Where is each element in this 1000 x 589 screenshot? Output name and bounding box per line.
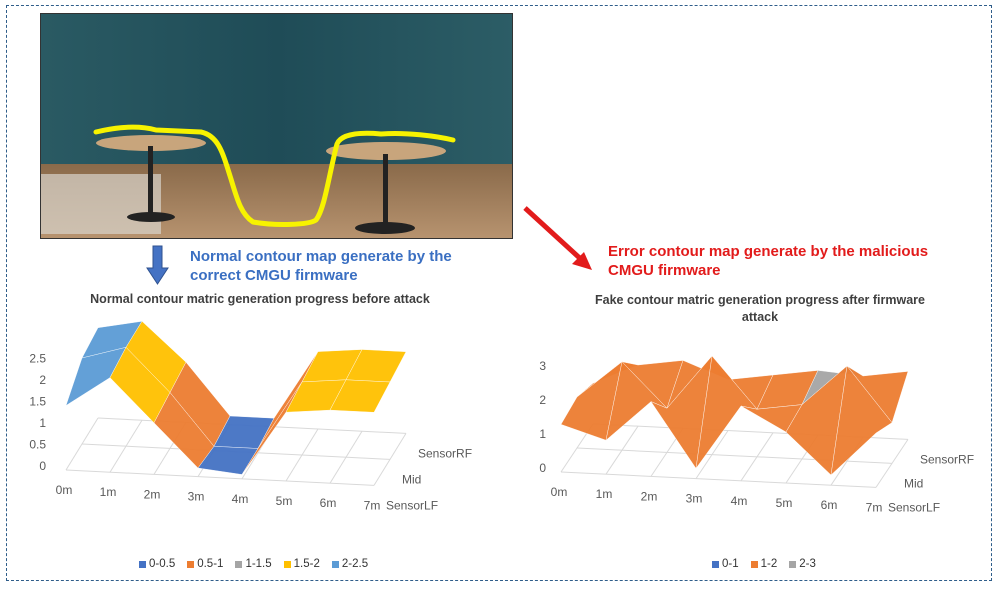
surface: [65, 320, 407, 475]
legend-swatch: [712, 560, 719, 568]
floor-line: [65, 417, 99, 471]
z-tick-label: 0: [39, 459, 46, 473]
error-callout-line2: CMGU firmware: [608, 262, 721, 279]
y-tick-label: SensorRF: [920, 452, 974, 466]
floor-line: [560, 471, 877, 488]
x-tick-label: 4m: [731, 494, 748, 508]
y-axis: SensorLF Mid SensorRF: [386, 446, 472, 512]
legend-label: 1-2: [760, 558, 778, 570]
x-tick-label: 0m: [56, 483, 73, 497]
x-tick-label: 7m: [866, 500, 883, 514]
floor-line: [605, 425, 639, 475]
x-tick-label: 2m: [641, 489, 658, 503]
surface-patch: [830, 365, 893, 476]
error-callout-line1: Error contour map generate by the malici…: [608, 243, 929, 260]
floor-line: [109, 419, 143, 473]
legend-swatch: [331, 560, 339, 568]
yellow-contour-trace: [93, 124, 456, 227]
x-tick-label: 6m: [320, 496, 337, 510]
legend-item: 2-3: [789, 558, 816, 570]
y-tick-label: SensorLF: [386, 498, 438, 512]
right-chart-title-line2: attack: [741, 310, 779, 324]
legend-swatch: [789, 560, 797, 568]
legend-swatch: [139, 560, 146, 568]
z-tick-label: 3: [539, 359, 546, 373]
legend-label: 2-3: [799, 558, 816, 570]
red-diagonal-arrow: [523, 206, 592, 270]
y-tick-label: SensorLF: [888, 500, 940, 514]
x-tick-label: 6m: [821, 498, 838, 512]
y-tick-label: Mid: [904, 476, 923, 490]
legend-label: 1.5-2: [293, 558, 320, 570]
z-tick-label: 1.5: [29, 395, 46, 409]
normal-callout-line2: correct CMGU firmware: [190, 267, 358, 284]
x-axis: 0m 1m 2m 3m 4m 5m 6m 7m: [551, 485, 883, 514]
legend-swatch: [750, 560, 758, 568]
legend-item: 1.5-2: [283, 558, 320, 570]
z-tick-label: 1: [39, 416, 46, 430]
legend-swatch: [187, 560, 195, 568]
x-tick-label: 3m: [686, 492, 703, 506]
y-tick-label: Mid: [402, 472, 421, 486]
x-tick-label: 4m: [232, 492, 249, 506]
z-tick-label: 2: [39, 373, 46, 387]
x-tick-label: 1m: [596, 487, 613, 501]
right-chart-title-line1: Fake contour matric generation progress …: [595, 293, 925, 307]
legend-swatch: [283, 560, 291, 568]
floor-line: [285, 428, 319, 482]
x-axis: 0m 1m 2m 3m 4m 5m 6m 7m: [56, 483, 381, 512]
z-tick-label: 0.5: [29, 438, 46, 452]
z-tick-label: 0: [539, 461, 546, 475]
left-chart-title: Normal contour matric generation progres…: [90, 292, 430, 306]
blue-down-arrow: [146, 245, 169, 285]
legend-label: 1-1.5: [245, 558, 272, 570]
figure-frame: [6, 5, 992, 581]
scene-photo: [40, 13, 513, 239]
floor-line: [740, 432, 774, 482]
left-legend: 0-0.5 0.5-1 1-1.5 1.5-2 2-2.5: [139, 558, 368, 570]
legend-swatch: [235, 560, 243, 568]
y-tick-label: SensorRF: [418, 446, 472, 460]
x-tick-label: 2m: [144, 487, 161, 501]
surface-patch: [329, 379, 391, 413]
legend-item: 1-1.5: [235, 558, 272, 570]
legend-item: 0-0.5: [139, 558, 175, 570]
z-axis: 0 0.5 1 1.5 2 2.5: [29, 352, 46, 474]
z-tick-label: 2: [539, 393, 546, 407]
legend-label: 0-0.5: [149, 558, 176, 570]
legend-label: 0-1: [722, 558, 739, 570]
scene-photo-graphic: [41, 14, 512, 238]
floor-line: [875, 439, 909, 488]
surface: [560, 355, 909, 476]
z-tick-label: 2.5: [29, 352, 46, 366]
legend-item: 0.5-1: [187, 558, 223, 570]
normal-callout: Normal contour map generate by the corre…: [190, 247, 452, 285]
z-tick-label: 1: [539, 427, 546, 441]
right-legend: 0-1 1-2 2-3: [712, 558, 816, 570]
floor-line: [373, 433, 407, 486]
x-tick-label: 5m: [276, 494, 293, 508]
floor-line: [329, 430, 363, 484]
x-tick-label: 0m: [551, 485, 568, 499]
legend-label: 2-2.5: [341, 558, 369, 570]
y-axis: SensorLF Mid SensorRF: [888, 452, 974, 514]
legend-item: 1-2: [750, 558, 778, 570]
x-tick-label: 3m: [188, 490, 205, 504]
z-axis: 0 1 2 3: [539, 359, 546, 475]
legend-item: 2-2.5: [331, 558, 369, 570]
floor-line: [695, 430, 729, 479]
x-tick-label: 1m: [100, 485, 117, 499]
right-chart-title: Fake contour matric generation progress …: [570, 292, 950, 326]
legend-label: 0.5-1: [197, 558, 224, 570]
error-callout: Error contour map generate by the malici…: [608, 242, 928, 280]
x-tick-label: 7m: [364, 498, 381, 512]
normal-callout-line1: Normal contour map generate by the: [190, 248, 452, 265]
floor-line: [65, 469, 375, 486]
legend-item: 0-1: [712, 558, 739, 570]
x-tick-label: 5m: [776, 496, 793, 510]
